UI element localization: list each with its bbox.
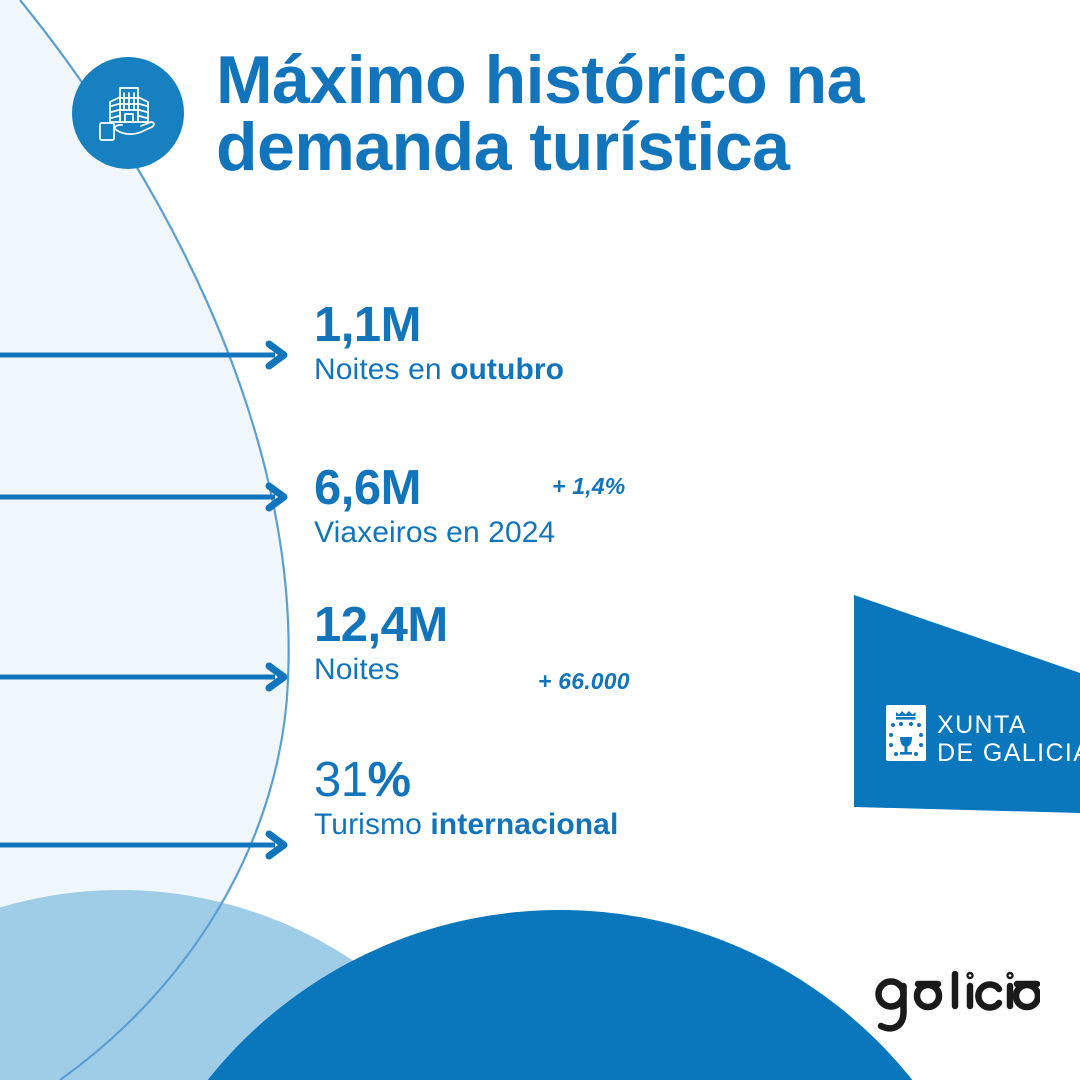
xunta-logo-line-1: XUNTA — [937, 711, 1027, 739]
stat-item-viaxeiros-2024: 6,6M + 1,4% Viaxeiros en 2024 — [314, 461, 625, 550]
stat-value: 12,4M — [314, 598, 448, 652]
stat-item-noites-outubro: 1,1M Noites en outubro — [314, 298, 564, 387]
building-in-hand-icon — [72, 57, 184, 169]
xunta-banner-shape — [854, 595, 1080, 813]
stat-label: Noites — [314, 652, 448, 687]
pointer-arrow-1 — [0, 340, 288, 370]
stat-value: 1,1M — [314, 298, 421, 352]
galicia-coat-of-arms-icon — [886, 705, 926, 761]
stat-label-strong: outubro — [450, 352, 565, 386]
stat-value: 31% — [314, 753, 618, 807]
stat-item-turismo-internacional: 31% Turismo internacional — [314, 753, 618, 842]
stat-label-strong: internacional — [430, 807, 619, 841]
stat-label-prefix: Turismo — [314, 807, 431, 841]
stat-label-prefix: Noites — [314, 652, 400, 686]
stat-value: 6,6M — [314, 461, 421, 515]
pointer-arrow-4 — [0, 830, 288, 860]
stat-value-unit: % — [367, 753, 412, 807]
page-title-line-1: Máximo histórico na — [216, 42, 864, 118]
xunta-de-galicia-logo: XUNTA DE GALICIA — [851, 585, 1080, 903]
pointer-arrow-2 — [0, 482, 288, 512]
stat-label: Noites en outubro — [314, 352, 564, 387]
pointer-arrows — [0, 340, 288, 860]
stat-item-noites-total: 12,4M + 66.000 Noites — [314, 598, 630, 694]
xunta-logo-line-2: DE GALICIA — [937, 739, 1080, 767]
stat-label-prefix: Noites en — [314, 352, 451, 386]
stat-value-number: 31 — [314, 753, 368, 807]
stat-label: Turismo internacional — [314, 807, 618, 842]
page-title-line-2: demanda turística — [216, 109, 790, 186]
stat-label: Viaxeiros en 2024 — [314, 515, 555, 550]
pointer-arrow-3 — [0, 662, 288, 692]
stat-label-prefix: Viaxeiros en 2024 — [314, 515, 556, 549]
stat-delta: + 66.000 — [538, 668, 630, 694]
page-title: Máximo histórico na demanda turística — [216, 42, 1016, 186]
galicia-wordmark-logo — [860, 960, 1042, 1040]
stat-delta: + 1,4% — [552, 473, 626, 499]
mid-blue-circle — [0, 890, 472, 1080]
